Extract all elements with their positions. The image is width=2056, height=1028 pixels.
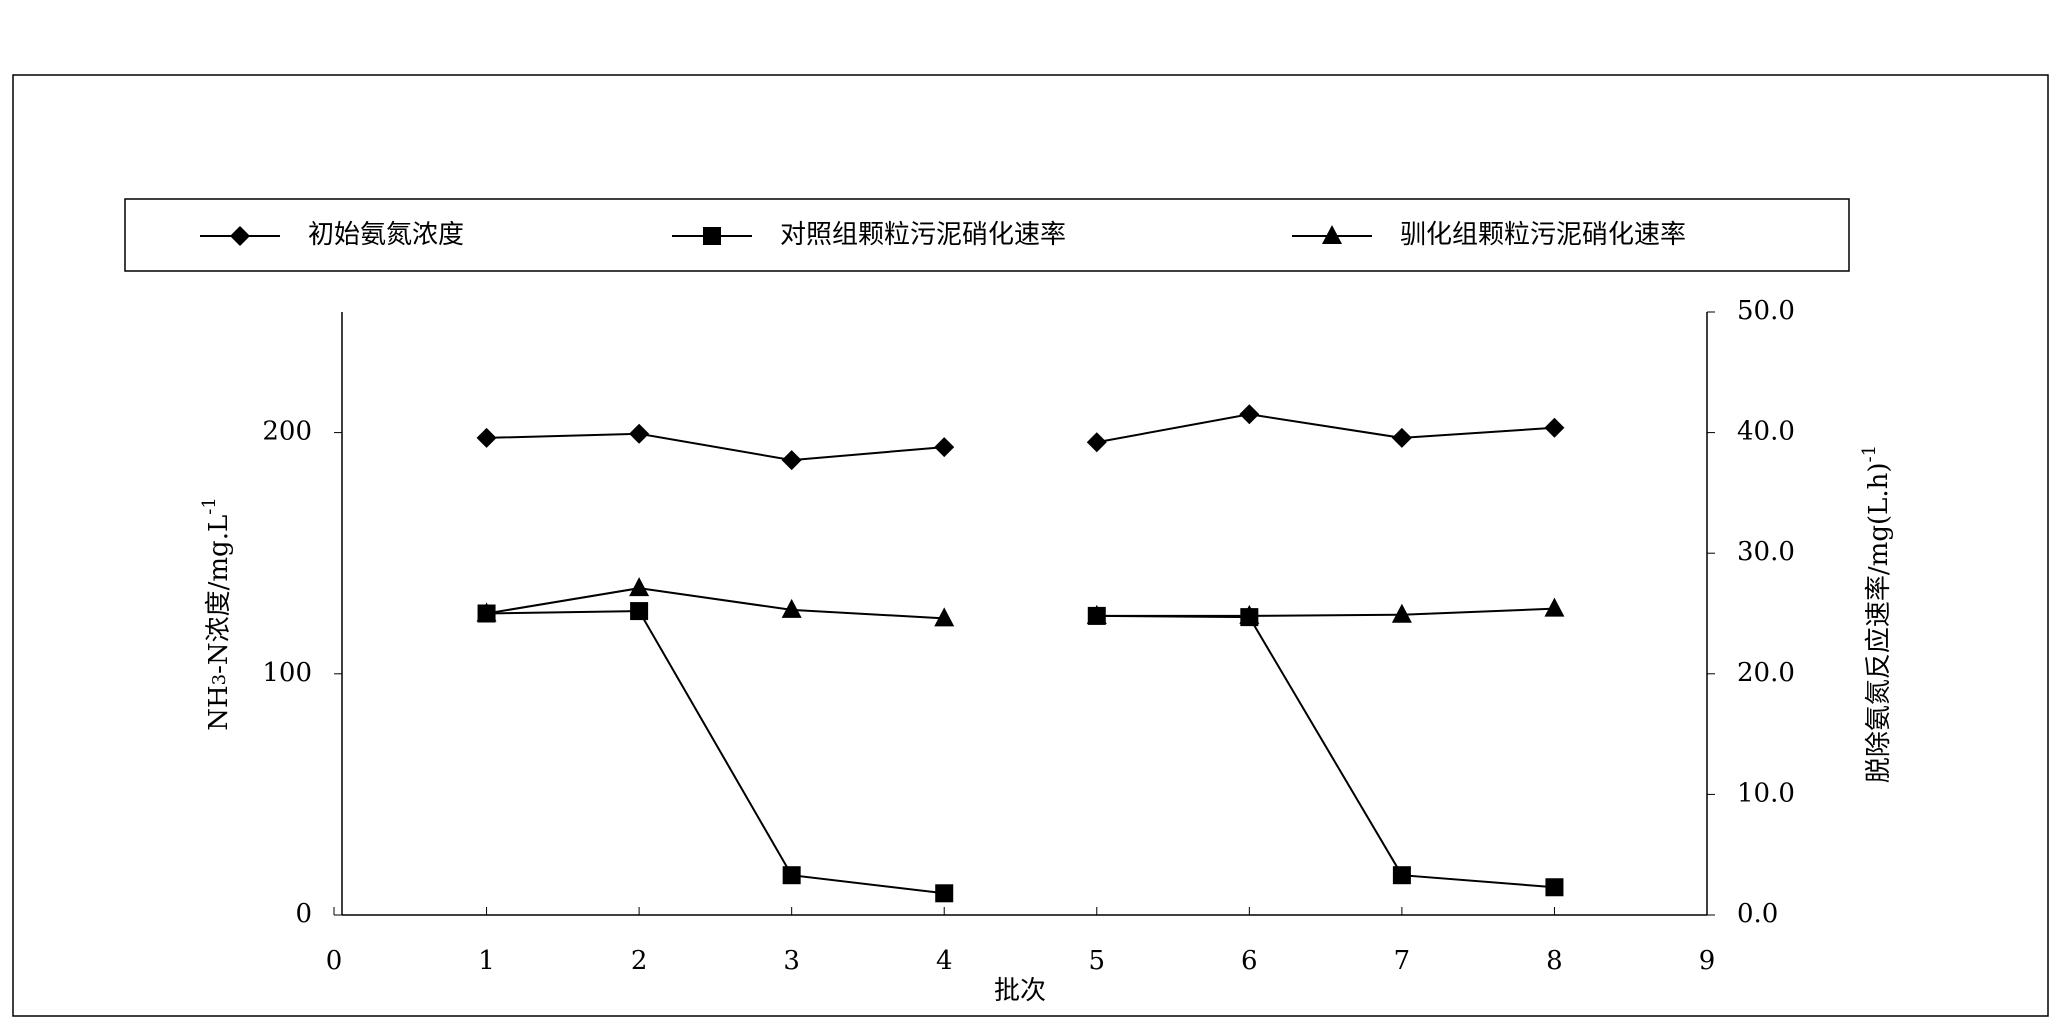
x-tick-label: 3 bbox=[783, 946, 800, 976]
x-tick-label: 5 bbox=[1089, 946, 1106, 976]
y2-tick-label: 40.0 bbox=[1737, 417, 1795, 447]
marker-diamond bbox=[1086, 432, 1107, 453]
x-tick-label: 9 bbox=[1699, 946, 1716, 976]
x-axis-label: 批次 bbox=[994, 976, 1046, 1006]
y2-axis-label: 脱除氨氮反应速率/mg(L.h)-1 bbox=[1859, 445, 1894, 783]
y2-tick-label: 20.0 bbox=[1737, 658, 1795, 688]
y2-tick-label: 0.0 bbox=[1737, 899, 1778, 929]
marker-triangle bbox=[629, 577, 650, 597]
legend-marker bbox=[230, 226, 250, 246]
marker-diamond bbox=[934, 437, 955, 458]
x-tick-label: 7 bbox=[1394, 946, 1411, 976]
marker-triangle bbox=[934, 607, 955, 627]
marker-square bbox=[1392, 866, 1411, 885]
x-tick-label: 0 bbox=[326, 946, 343, 976]
y2-tick-label: 50.0 bbox=[1737, 296, 1795, 326]
marker-triangle bbox=[1544, 597, 1565, 617]
marker-diamond bbox=[1391, 427, 1412, 448]
x-tick-label: 8 bbox=[1546, 946, 1563, 976]
x-tick-label: 1 bbox=[478, 946, 495, 976]
x-tick-label: 2 bbox=[631, 946, 648, 976]
marker-diamond bbox=[1544, 417, 1565, 438]
legend-marker bbox=[1322, 225, 1342, 244]
x-tick-label: 4 bbox=[936, 946, 953, 976]
marker-square bbox=[935, 884, 954, 903]
y-tick-label: 0 bbox=[295, 899, 312, 929]
x-tick-label: 6 bbox=[1241, 946, 1258, 976]
marker-square bbox=[782, 866, 801, 885]
frame bbox=[12, 74, 2049, 1017]
marker-triangle bbox=[1391, 603, 1412, 623]
marker-diamond bbox=[1239, 404, 1260, 425]
legend-box bbox=[124, 198, 1850, 272]
marker-triangle bbox=[781, 598, 802, 618]
marker-triangle bbox=[1086, 604, 1107, 624]
y2-tick-label: 10.0 bbox=[1737, 778, 1795, 808]
y2-tick-label: 30.0 bbox=[1737, 537, 1795, 567]
series-line bbox=[486, 587, 1555, 620]
y-axis-label: NH3-N浓度/mg.L-1 bbox=[199, 497, 234, 731]
y-tick-label: 200 bbox=[262, 417, 312, 447]
marker-triangle bbox=[1239, 604, 1260, 624]
legend-label: 初始氨氮浓度 bbox=[308, 220, 464, 250]
series-line bbox=[486, 413, 1555, 462]
legend-label: 对照组颗粒污泥硝化速率 bbox=[780, 220, 1066, 250]
marker-square bbox=[1545, 878, 1564, 897]
marker-diamond bbox=[781, 450, 802, 471]
legend-marker bbox=[703, 227, 721, 245]
marker-diamond bbox=[476, 427, 497, 448]
marker-diamond bbox=[629, 423, 650, 444]
y-tick-label: 100 bbox=[262, 658, 312, 688]
marker-square bbox=[630, 602, 649, 621]
legend-label: 驯化组颗粒污泥硝化速率 bbox=[1400, 220, 1686, 250]
series-line bbox=[486, 610, 1555, 895]
marker-triangle bbox=[476, 602, 497, 622]
